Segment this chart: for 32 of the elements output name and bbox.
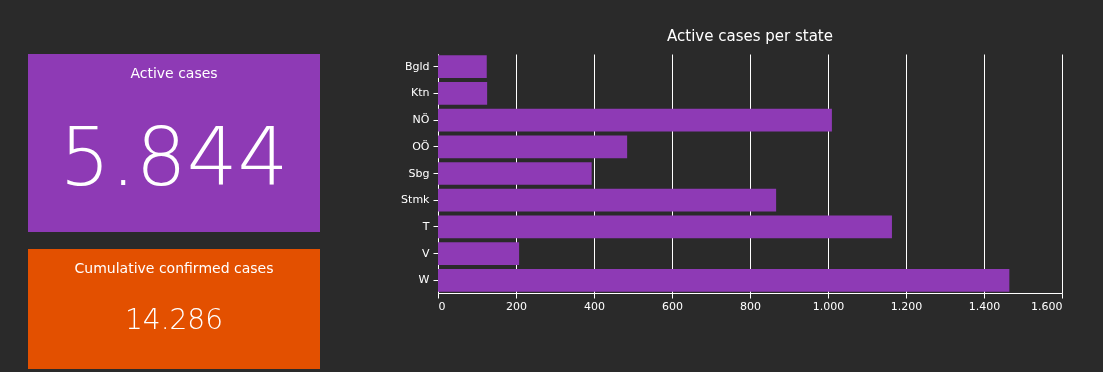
y-tick-label: Sbg <box>408 166 430 180</box>
bar <box>438 108 832 132</box>
x-tick-label: 1.400 <box>968 299 1001 313</box>
x-tick-label: 400 <box>584 299 605 313</box>
y-tick-label: Bgld <box>404 59 430 73</box>
y-tick-label: Ktn <box>411 86 430 100</box>
y-tick-label: NÖ <box>412 113 430 127</box>
x-tick-label: 0 <box>438 299 446 313</box>
text: 5.844 <box>59 110 289 204</box>
bar <box>438 162 592 185</box>
x-tick-label: 200 <box>506 299 527 313</box>
y-tick-label: W <box>418 273 430 287</box>
bar <box>438 215 892 239</box>
x-tick-label: 1.200 <box>890 299 923 313</box>
text: Active cases <box>130 65 218 81</box>
bar <box>438 242 520 265</box>
chart-title: Active cases per state <box>667 27 833 45</box>
bar <box>438 268 1010 292</box>
y-tick-label: T <box>421 219 430 233</box>
y-tick-label: V <box>421 246 430 260</box>
x-tick-label: 1.000 <box>812 299 845 313</box>
bar <box>438 82 488 105</box>
bar <box>438 55 487 79</box>
y-tick-label: Stmk <box>401 193 431 207</box>
y-tick-label: OÖ <box>412 139 430 153</box>
x-tick-label: 800 <box>740 299 761 313</box>
text: 14.286 <box>125 303 223 336</box>
x-tick-label: 1.600 <box>1031 299 1063 313</box>
x-tick-label: 600 <box>662 299 683 313</box>
text: Cumulative confirmed cases <box>74 260 274 276</box>
bar <box>438 135 628 159</box>
bar <box>438 188 777 212</box>
